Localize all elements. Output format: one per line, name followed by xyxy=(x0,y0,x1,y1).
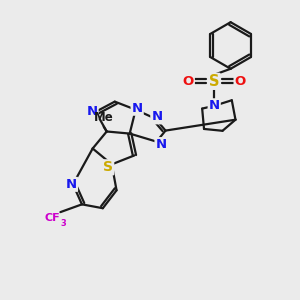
Text: N: N xyxy=(132,102,143,115)
Text: S: S xyxy=(209,74,220,89)
Text: N: N xyxy=(155,138,167,151)
Text: N: N xyxy=(151,110,162,123)
Text: N: N xyxy=(66,178,77,191)
Text: O: O xyxy=(235,75,246,88)
Text: N: N xyxy=(208,99,220,112)
Text: 3: 3 xyxy=(60,219,66,228)
Text: O: O xyxy=(183,75,194,88)
Text: N: N xyxy=(86,105,98,118)
Text: CF: CF xyxy=(44,213,60,223)
Text: Me: Me xyxy=(94,111,114,124)
Text: S: S xyxy=(103,160,113,174)
